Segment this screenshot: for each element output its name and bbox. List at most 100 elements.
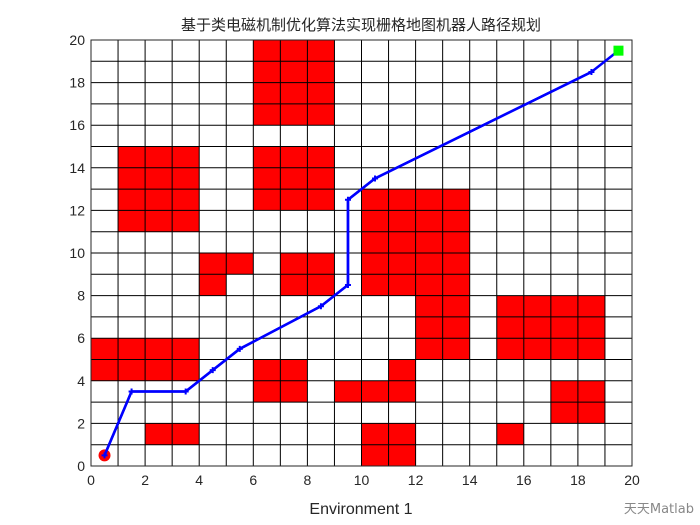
obstacle-cell xyxy=(91,338,119,360)
obstacle-layer xyxy=(91,40,605,466)
obstacle-cell xyxy=(145,189,173,211)
obstacle-cell xyxy=(280,359,308,381)
obstacle-cell xyxy=(496,316,524,339)
obstacle-cell xyxy=(145,338,173,360)
y-tick-label: 18 xyxy=(69,75,85,91)
obstacle-cell xyxy=(577,380,605,403)
obstacle-cell xyxy=(307,82,335,104)
obstacle-cell xyxy=(577,316,605,339)
x-tick-label: 18 xyxy=(570,472,586,488)
obstacle-cell xyxy=(388,359,416,381)
obstacle-cell xyxy=(172,338,200,360)
obstacle-cell xyxy=(118,338,146,360)
x-tick-label: 20 xyxy=(624,472,640,488)
obstacle-cell xyxy=(415,189,443,211)
y-tick-label: 4 xyxy=(77,373,85,389)
obstacle-cell xyxy=(172,359,200,381)
x-tick-label: 6 xyxy=(249,472,257,488)
obstacle-cell xyxy=(280,61,308,83)
obstacle-cell xyxy=(280,146,308,168)
obstacle-cell xyxy=(388,274,416,296)
obstacle-cell xyxy=(199,253,227,275)
obstacle-cell xyxy=(280,103,308,126)
obstacle-cell xyxy=(442,253,470,275)
path-waypoint xyxy=(372,175,379,182)
obstacle-cell xyxy=(415,274,443,296)
obstacle-cell xyxy=(280,274,308,296)
plot-frame xyxy=(90,39,633,467)
obstacle-cell xyxy=(145,423,173,445)
obstacle-cell xyxy=(118,146,146,168)
y-tick-label: 14 xyxy=(69,160,85,176)
obstacle-cell xyxy=(577,338,605,360)
obstacle-cell xyxy=(523,316,551,339)
y-tick-label: 10 xyxy=(69,245,85,261)
obstacle-cell xyxy=(253,146,281,168)
obstacle-cell xyxy=(307,167,335,190)
obstacle-cell xyxy=(361,380,389,403)
x-tick-label: 4 xyxy=(195,472,203,488)
obstacle-cell xyxy=(280,380,308,403)
obstacle-cell xyxy=(253,359,281,381)
x-tick-label: 8 xyxy=(304,472,312,488)
obstacle-cell xyxy=(280,82,308,104)
obstacle-cell xyxy=(388,231,416,253)
x-tick-label: 2 xyxy=(141,472,149,488)
obstacle-cell xyxy=(361,189,389,211)
obstacle-cell xyxy=(145,359,173,381)
obstacle-cell xyxy=(253,380,281,403)
obstacle-cell xyxy=(280,253,308,275)
obstacle-cell xyxy=(253,40,281,62)
tick-labels: 0 2 4 6 8 10 12 14 16 18 20 0 2 4 6 8 10 12 14 16 18 20 xyxy=(69,32,640,488)
obstacle-cell xyxy=(145,167,173,190)
obstacle-cell xyxy=(577,402,605,424)
obstacle-cell xyxy=(334,380,362,403)
obstacle-cell xyxy=(307,253,335,275)
obstacle-cell xyxy=(550,316,578,339)
obstacle-cell xyxy=(172,189,200,211)
obstacle-cell xyxy=(199,274,227,296)
obstacle-cell xyxy=(415,338,443,360)
path-waypoint xyxy=(182,388,189,395)
x-tick-label: 14 xyxy=(462,472,478,488)
obstacle-cell xyxy=(496,338,524,360)
path-waypoint xyxy=(344,281,351,288)
obstacle-cell xyxy=(442,295,470,317)
goal-marker xyxy=(613,45,624,56)
x-tick-label: 12 xyxy=(408,472,424,488)
obstacle-cell xyxy=(253,167,281,190)
obstacle-cell xyxy=(550,402,578,424)
x-axis-label: Environment 1 xyxy=(309,501,412,518)
obstacle-cell xyxy=(253,103,281,126)
y-tick-label: 0 xyxy=(77,458,85,474)
obstacle-cell xyxy=(118,167,146,190)
obstacle-cell xyxy=(361,253,389,275)
grid-lines xyxy=(90,39,633,467)
obstacle-cell xyxy=(523,295,551,317)
obstacle-cell xyxy=(307,40,335,62)
obstacle-cell xyxy=(415,231,443,253)
y-tick-label: 16 xyxy=(69,117,85,133)
obstacle-cell xyxy=(280,40,308,62)
obstacle-cell xyxy=(442,316,470,339)
obstacle-cell xyxy=(415,253,443,275)
obstacle-cell xyxy=(307,189,335,211)
path-waypoint xyxy=(236,345,243,352)
obstacle-cell xyxy=(361,210,389,232)
obstacle-cell xyxy=(118,189,146,211)
obstacle-cell xyxy=(496,295,524,317)
chart-title: 基于类电磁机制优化算法实现栅格地图机器人路径规划 xyxy=(181,16,541,34)
obstacle-cell xyxy=(415,210,443,232)
x-tick-label: 16 xyxy=(516,472,532,488)
obstacle-cell xyxy=(550,338,578,360)
obstacle-cell xyxy=(253,61,281,83)
y-tick-label: 12 xyxy=(69,202,85,218)
path-waypoint xyxy=(317,303,324,310)
obstacle-cell xyxy=(361,231,389,253)
obstacle-cell xyxy=(280,167,308,190)
obstacle-cell xyxy=(307,274,335,296)
obstacle-cell xyxy=(145,146,173,168)
obstacle-cell xyxy=(388,210,416,232)
y-tick-label: 8 xyxy=(77,288,85,304)
